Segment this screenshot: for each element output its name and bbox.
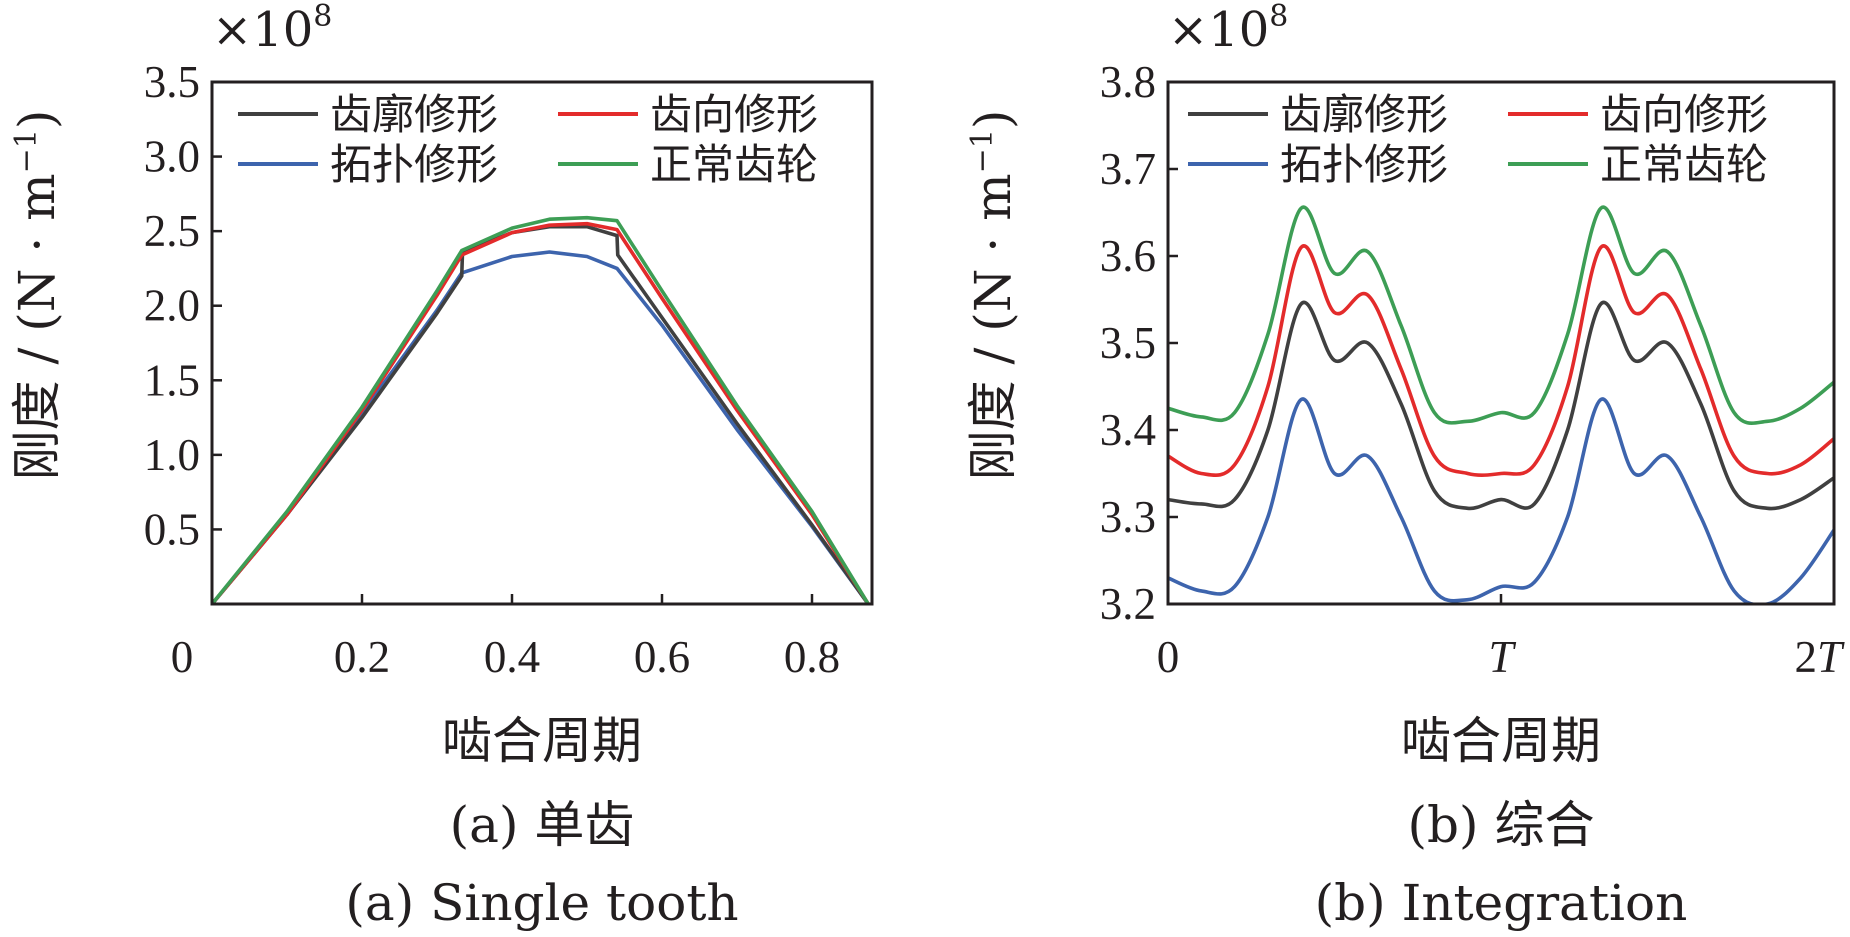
y-tick-label: 3.7 (1100, 144, 1156, 194)
y-tick-label: 3.0 (144, 132, 200, 182)
series-line (212, 215, 870, 604)
plot-lines (212, 215, 870, 604)
caption-cn: (a) 单齿 (450, 796, 635, 854)
exponent-label: ×108 (212, 0, 332, 58)
series-line (1168, 205, 1834, 426)
y-axis-label: 刚度 / (N · m−1) (8, 110, 66, 481)
y-tick-label: 3.6 (1100, 231, 1156, 281)
y-tick-label: 3.2 (1100, 579, 1156, 629)
caption-en: (a) Single tooth (345, 874, 738, 932)
x-tick-label: 2T (1794, 632, 1845, 682)
series-line (1168, 300, 1834, 511)
x-axis-label: 啮合周期 (1401, 712, 1601, 770)
y-ticks: 3.2 3.3 3.4 3.5 3.6 3.7 3.8 (1100, 57, 1178, 629)
x-tick-label: T (1488, 632, 1516, 682)
x-ticks: 0 T 2T (1157, 594, 1845, 682)
x-tick-label: 0.6 (634, 632, 690, 682)
legend-label: 正常齿轮 (650, 140, 818, 189)
series-line (212, 224, 870, 604)
plot-frame (1166, 80, 1836, 606)
legend-label: 拓扑修形 (330, 140, 498, 189)
caption-cn: (b) 综合 (1408, 796, 1595, 854)
y-tick-label: 0.5 (144, 504, 200, 554)
y-tick-label: 2.5 (144, 206, 200, 256)
y-tick-label: 3.3 (1100, 492, 1156, 542)
legend-label: 齿廓修形 (1280, 90, 1448, 139)
y-tick-label: 2.0 (144, 281, 200, 331)
series-line (1168, 244, 1834, 478)
x-tick-label: 0 (171, 632, 194, 682)
series-line (1168, 397, 1834, 604)
legend-label: 齿廓修形 (330, 90, 498, 139)
x-tick-label: 0.4 (484, 632, 540, 682)
y-tick-label: 3.4 (1100, 405, 1156, 455)
y-tick-label: 3.5 (144, 57, 200, 107)
legend-label: 拓扑修形 (1280, 140, 1448, 189)
x-tick-label: 0.8 (784, 632, 840, 682)
legend-label: 齿向修形 (1600, 90, 1768, 139)
y-ticks: 0.5 1.0 1.5 2.0 2.5 3.0 3.5 (144, 57, 222, 554)
panel-single-tooth: ×108 刚度 / (N · m−1) 0.5 1.0 1.5 2.0 2.5 3.0 3.… (8, 0, 874, 932)
x-ticks: 0 0.2 0.4 0.6 0.8 (171, 594, 840, 682)
series-line (212, 250, 870, 604)
x-tick-label: 0.2 (334, 632, 390, 682)
exponent-label: ×108 (1168, 0, 1288, 58)
legend-label: 齿向修形 (650, 90, 818, 139)
y-axis-label: 刚度 / (N · m−1) (964, 110, 1022, 481)
plot-frame (210, 80, 874, 606)
legend-label: 正常齿轮 (1600, 140, 1768, 189)
caption-en: (b) Integration (1315, 874, 1688, 932)
plot-lines (1168, 205, 1834, 604)
y-tick-label: 3.8 (1100, 57, 1156, 107)
series-line (212, 221, 870, 604)
x-tick-label: 0 (1157, 632, 1180, 682)
x-axis-label: 啮合周期 (442, 712, 642, 770)
y-tick-label: 3.5 (1100, 318, 1156, 368)
y-tick-label: 1.5 (144, 355, 200, 405)
y-tick-label: 1.0 (144, 430, 200, 480)
panel-integration: ×108 刚度 / (N · m−1) 3.23.33.43.53.63.73.… (964, 0, 1845, 932)
